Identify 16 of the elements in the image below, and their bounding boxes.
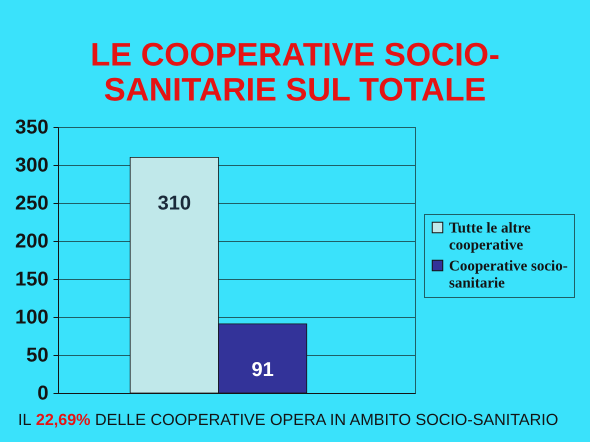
y-tick-label: 150 [15,268,48,290]
y-tick-label: 250 [15,192,48,214]
y-tick-label: 200 [15,230,48,252]
chart-title: LE COOPERATIVE SOCIO- SANITARIE SUL TOTALE [90,36,500,108]
y-tick-label: 50 [26,344,48,366]
data-label: 91 [251,358,274,381]
text: DELLE COOPERATIVE OPERA IN AMBITO SOCIO-SANITARIO [94,411,558,429]
y-tick-label: 100 [15,306,48,328]
text: 22,69% [36,411,90,429]
y-tick-label: 0 [37,382,48,404]
text: IL [18,411,32,429]
legend-label: Tutte le altre cooperative [449,220,531,254]
data-label: 310 [158,192,192,214]
legend-label: Cooperative socio-sanitarie [449,258,568,292]
y-tick-label: 350 [15,116,48,138]
y-tick-label: 300 [15,154,48,176]
